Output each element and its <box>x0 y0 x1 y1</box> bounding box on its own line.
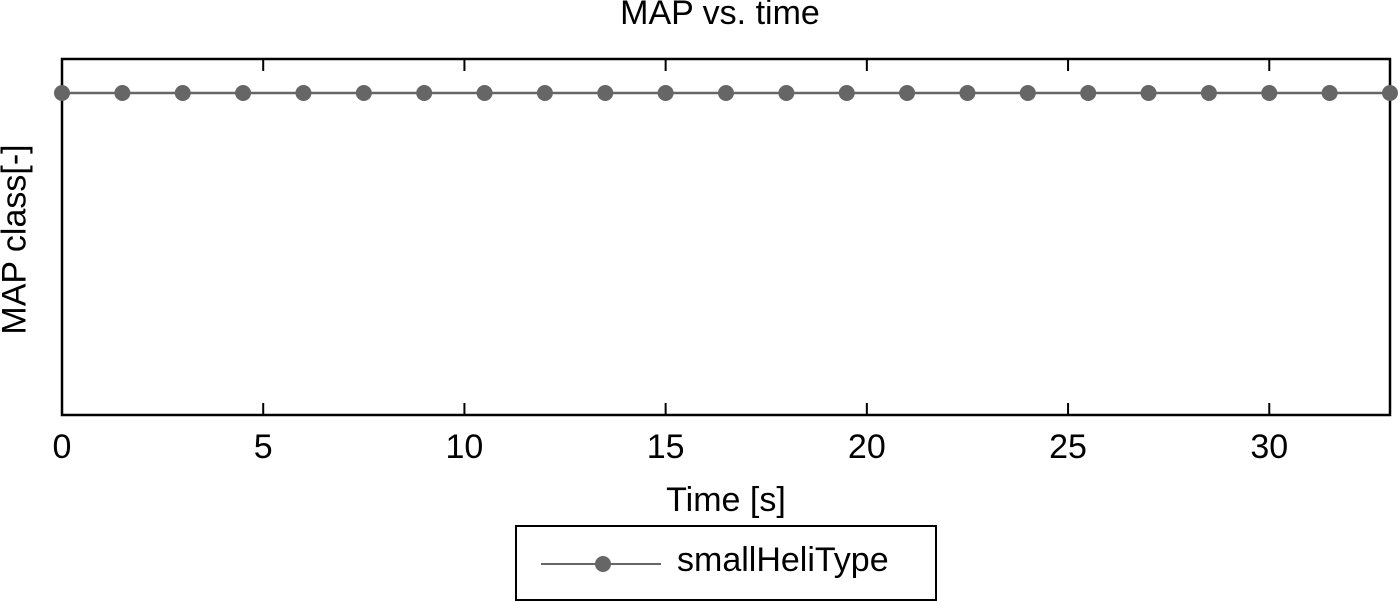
data-point-marker <box>536 85 553 101</box>
legend-label: smallHeliType <box>677 541 889 579</box>
x-tick-label: 25 <box>1049 428 1087 466</box>
data-point-marker <box>235 85 252 101</box>
data-point-marker <box>959 85 976 101</box>
y-axis-label: MAP class[-] <box>0 144 34 335</box>
data-point-marker <box>718 85 734 101</box>
x-axis-label: Time [s] <box>666 481 786 519</box>
axes-frame <box>60 57 1392 417</box>
data-point-marker <box>295 85 312 101</box>
data-point-marker <box>838 85 855 101</box>
data-point-marker <box>476 85 493 101</box>
data-point-marker <box>1382 85 1398 101</box>
data-point-marker <box>416 85 433 101</box>
x-tick-label: 20 <box>847 428 886 466</box>
legend: smallHeliType <box>515 525 937 601</box>
data-point-marker <box>1140 85 1157 101</box>
data-point-marker <box>1261 85 1278 101</box>
data-point-marker <box>54 85 70 101</box>
x-tick-label: 15 <box>646 428 685 466</box>
x-tick-label: 5 <box>253 428 273 466</box>
axes-box <box>60 57 1392 417</box>
data-point-marker <box>778 85 795 101</box>
data-point-marker <box>1080 85 1097 101</box>
data-point-marker <box>1321 85 1338 101</box>
chart-title: MAP vs. time <box>620 0 820 32</box>
data-series <box>54 85 1398 101</box>
data-point-marker <box>657 85 674 101</box>
x-tick-label: 30 <box>1250 428 1289 466</box>
data-point-marker <box>174 85 191 101</box>
data-point-marker <box>1200 85 1217 101</box>
x-tick-label: 10 <box>445 428 484 466</box>
data-point-marker <box>114 85 131 101</box>
data-point-marker <box>355 85 372 101</box>
data-point-marker <box>899 85 916 101</box>
x-tick-label: 0 <box>52 428 72 466</box>
legend-marker-icon <box>595 556 611 572</box>
data-point-marker <box>597 85 614 101</box>
data-point-marker <box>1019 85 1036 101</box>
